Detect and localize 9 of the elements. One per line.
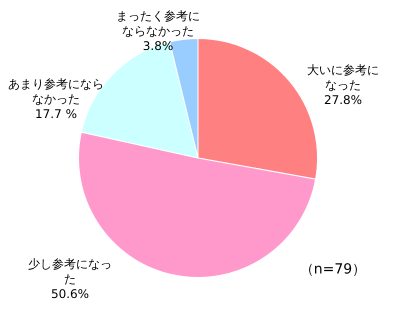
- slice-label: まったく参考にならなかった: [116, 9, 200, 38]
- slice-label: あまり参考にならなかった: [8, 77, 104, 106]
- slice-label: 大いに参考になった: [307, 63, 379, 92]
- data-label: 3.8%: [142, 39, 174, 54]
- data-label: 17.7 %: [35, 107, 77, 122]
- slice-label: 少し参考になった: [28, 257, 112, 286]
- data-label: 27.8%: [324, 93, 362, 108]
- text: （n=79）: [300, 262, 366, 278]
- data-label: 50.6%: [50, 287, 90, 302]
